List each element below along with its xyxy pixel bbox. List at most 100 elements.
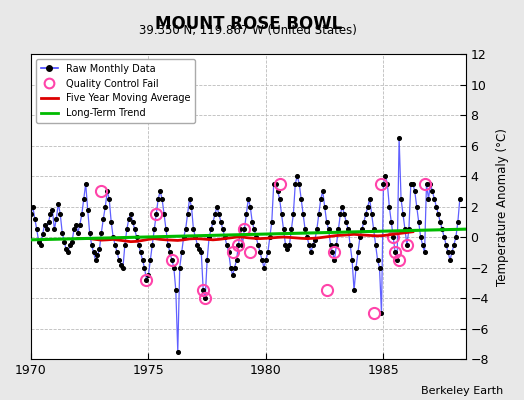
Point — [448, 249, 456, 256]
Point — [281, 242, 290, 248]
Point — [319, 188, 327, 194]
Point — [95, 246, 104, 252]
Point — [311, 237, 319, 243]
Point — [358, 226, 366, 233]
Point — [80, 196, 88, 202]
Point — [107, 219, 115, 225]
Point — [287, 226, 296, 233]
Point — [417, 234, 425, 240]
Point — [377, 310, 386, 316]
Point — [66, 242, 74, 248]
Point — [367, 211, 376, 217]
Point — [136, 249, 145, 256]
Point — [213, 203, 221, 210]
Point — [424, 196, 433, 202]
Point — [148, 242, 157, 248]
Point — [70, 226, 78, 233]
Y-axis label: Temperature Anomaly (°C): Temperature Anomaly (°C) — [496, 128, 509, 286]
Point — [109, 234, 117, 240]
Point — [434, 211, 442, 217]
Point — [93, 252, 102, 258]
Point — [261, 257, 270, 263]
Point — [301, 226, 309, 233]
Point — [62, 246, 70, 252]
Point — [231, 264, 239, 271]
Point — [82, 180, 90, 187]
Point — [303, 234, 311, 240]
Point — [223, 242, 231, 248]
Point — [238, 242, 247, 248]
Point — [195, 246, 203, 252]
Point — [405, 226, 413, 233]
Point — [244, 196, 253, 202]
Point — [452, 234, 460, 240]
Point — [329, 249, 337, 256]
Text: Berkeley Earth: Berkeley Earth — [421, 386, 503, 396]
Point — [32, 226, 41, 233]
Point — [99, 216, 107, 222]
Point — [115, 257, 123, 263]
Point — [356, 234, 364, 240]
Point — [354, 249, 362, 256]
Point — [334, 226, 343, 233]
Point — [419, 242, 427, 248]
Point — [268, 219, 276, 225]
Point — [45, 219, 53, 225]
Point — [346, 242, 354, 248]
Legend: Raw Monthly Data, Quality Control Fail, Five Year Moving Average, Long-Term Tren: Raw Monthly Data, Quality Control Fail, … — [36, 59, 195, 123]
Point — [348, 257, 356, 263]
Point — [117, 261, 125, 268]
Point — [27, 211, 35, 217]
Point — [209, 219, 217, 225]
Point — [242, 211, 250, 217]
Point — [403, 242, 411, 248]
Point — [211, 211, 219, 217]
Point — [450, 242, 458, 248]
Point — [258, 257, 266, 263]
Point — [105, 196, 113, 202]
Point — [256, 249, 264, 256]
Point — [236, 226, 245, 233]
Point — [156, 188, 165, 194]
Point — [219, 226, 227, 233]
Point — [193, 242, 202, 248]
Point — [111, 242, 119, 248]
Point — [232, 257, 241, 263]
Point — [97, 229, 105, 236]
Point — [350, 287, 358, 294]
Point — [454, 219, 462, 225]
Point — [90, 249, 98, 256]
Point — [37, 242, 45, 248]
Point — [75, 222, 84, 228]
Point — [199, 287, 208, 294]
Point — [426, 180, 434, 187]
Point — [374, 257, 382, 263]
Point — [389, 234, 397, 240]
Point — [446, 257, 454, 263]
Point — [285, 242, 293, 248]
Point — [38, 231, 47, 237]
Point — [140, 264, 149, 271]
Point — [160, 211, 168, 217]
Point — [246, 203, 255, 210]
Point — [83, 206, 92, 213]
Point — [48, 206, 57, 213]
Point — [234, 242, 243, 248]
Point — [338, 203, 346, 210]
Point — [266, 234, 274, 240]
Point — [152, 211, 160, 217]
Point — [414, 219, 423, 225]
Point — [221, 234, 229, 240]
Point — [35, 238, 43, 245]
Point — [179, 234, 188, 240]
Point — [197, 249, 205, 256]
Point — [72, 222, 80, 228]
Point — [42, 226, 51, 233]
Point — [68, 238, 76, 245]
Point — [340, 211, 348, 217]
Point — [364, 203, 372, 210]
Point — [60, 238, 68, 245]
Point — [336, 211, 345, 217]
Point — [130, 226, 139, 233]
Point — [385, 203, 394, 210]
